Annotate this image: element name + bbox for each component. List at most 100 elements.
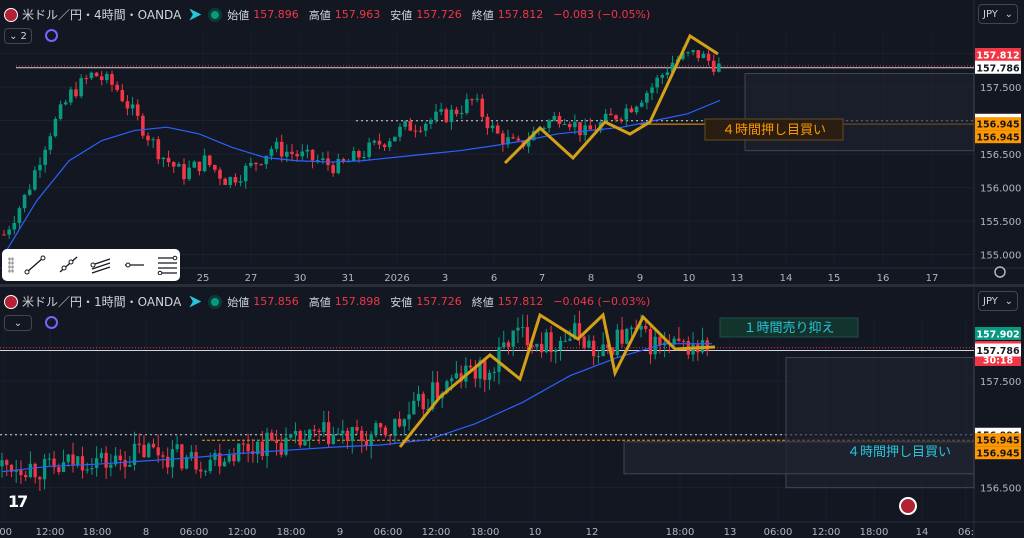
drag-handle[interactable]: [8, 257, 14, 273]
candle-body: [407, 414, 411, 420]
chart-canvas-1h[interactable]: 157.500157.000156.500:0012:0018:00806:00…: [0, 287, 1024, 538]
candle-body: [279, 442, 283, 455]
pitchfork-tool[interactable]: [89, 254, 113, 276]
time-tick-label: 18:00: [860, 527, 889, 538]
indicator-collapse-button[interactable]: ⌄: [4, 315, 32, 331]
change-value: −0.046 (−0.03%): [553, 295, 651, 308]
candle-body: [655, 77, 659, 88]
symbol-title[interactable]: 米ドル／円・4時間・OANDA: [22, 8, 182, 22]
candle-body: [431, 382, 435, 410]
annotation-box: [719, 317, 859, 338]
horizontal-ray-tool[interactable]: [122, 254, 146, 276]
open-value: 157.896: [253, 8, 299, 21]
price-tick-label: 156.500: [980, 484, 1021, 495]
candle-body: [542, 128, 546, 130]
high-label: 高値: [308, 8, 331, 22]
open-label: 始値: [227, 295, 250, 309]
indicator-swirl-icon[interactable]: [45, 29, 58, 42]
time-tick-label: 15: [828, 273, 841, 284]
currency-select[interactable]: JPY ⌄: [978, 4, 1018, 24]
candle-body: [17, 208, 22, 224]
candle-body: [14, 469, 18, 472]
candle-body: [19, 469, 23, 476]
candle-body: [374, 423, 378, 435]
candle-body: [175, 444, 179, 450]
candle-body: [182, 164, 186, 180]
time-tick-label: 18:00: [666, 527, 695, 538]
chart-pane-1h[interactable]: 157.500157.000156.500:0012:0018:00806:00…: [0, 287, 1024, 538]
chart-pane-4h[interactable]: 158.000157.500157.000156.500156.000155.5…: [0, 0, 1024, 284]
time-tick-label: 14: [780, 273, 793, 284]
candle-body: [95, 458, 99, 469]
price-tag-label: 157.812: [976, 51, 1019, 62]
candle-body: [285, 151, 289, 157]
time-tick-label: 18:00: [277, 527, 306, 538]
candle-body: [28, 463, 33, 478]
candle-body: [84, 78, 89, 80]
drawing-toolbar[interactable]: [2, 249, 180, 281]
candle-body: [614, 115, 618, 120]
symbol-title[interactable]: 米ドル／円・1時間・OANDA: [22, 295, 182, 309]
candle-body: [321, 158, 325, 161]
candle-body: [506, 137, 510, 145]
candle-body: [341, 158, 346, 162]
price-tag-bg: [975, 117, 1021, 131]
candle-body: [485, 116, 490, 129]
candle-body: [79, 78, 83, 97]
ray-tool[interactable]: [56, 254, 80, 276]
candle-body: [246, 444, 250, 452]
candle-body: [445, 381, 449, 394]
time-tick-label: 17: [926, 273, 939, 284]
candle-body: [279, 141, 284, 157]
candle-body: [393, 418, 397, 436]
candle-body: [85, 469, 89, 471]
candle-body: [274, 440, 279, 443]
candle-body: [317, 430, 321, 433]
candle-body: [336, 158, 341, 174]
chart-canvas-4h[interactable]: 158.000157.500157.000156.500156.000155.5…: [0, 0, 1024, 284]
candle-body: [592, 340, 596, 357]
candle-body: [222, 461, 227, 467]
candle-body: [473, 367, 477, 379]
candle-body: [238, 181, 243, 183]
candle-body: [530, 345, 534, 347]
candle-body: [377, 140, 382, 145]
candle-body: [113, 455, 118, 465]
candle-body: [289, 434, 293, 438]
pane-separator[interactable]: [0, 284, 1024, 287]
time-tick-label: 10: [529, 527, 542, 538]
candle-body: [435, 382, 440, 399]
price-tag-label: 156.945: [976, 133, 1019, 144]
candle-body: [454, 373, 459, 379]
candle-body: [525, 327, 530, 346]
candle-body: [459, 112, 464, 115]
time-tick-label: 25: [197, 273, 210, 284]
time-tick-label: 9: [337, 527, 343, 538]
candle-body: [197, 161, 202, 172]
candle-body: [372, 140, 377, 143]
chevron-down-icon: ⌄: [13, 317, 23, 329]
indicator-swirl-icon[interactable]: [45, 316, 58, 329]
candle-body: [161, 157, 166, 160]
trend-line-tool[interactable]: [23, 254, 47, 276]
candle-body: [470, 99, 474, 101]
currency-select[interactable]: JPY ⌄: [978, 291, 1018, 311]
open-label: 始値: [227, 8, 250, 22]
candle-body: [421, 393, 425, 410]
candle-body: [379, 423, 383, 428]
time-tick-label: 31: [342, 273, 355, 284]
candle-body: [544, 332, 548, 353]
candle-body: [22, 194, 27, 209]
candle-body: [259, 164, 263, 166]
price-tag-label: 156.945: [976, 436, 1019, 447]
candle-body: [398, 126, 402, 137]
candle-body: [228, 177, 233, 185]
fib-tool[interactable]: [155, 254, 179, 276]
candle-body: [383, 427, 388, 436]
currency-label: JPY: [983, 295, 998, 307]
indicator-count: 2: [20, 30, 27, 42]
indicator-collapse-button[interactable]: ⌄ 2: [4, 28, 32, 44]
time-tick-label: 6: [491, 273, 497, 284]
candle-body: [645, 92, 649, 103]
us-event-flag-icon[interactable]: [899, 497, 917, 515]
